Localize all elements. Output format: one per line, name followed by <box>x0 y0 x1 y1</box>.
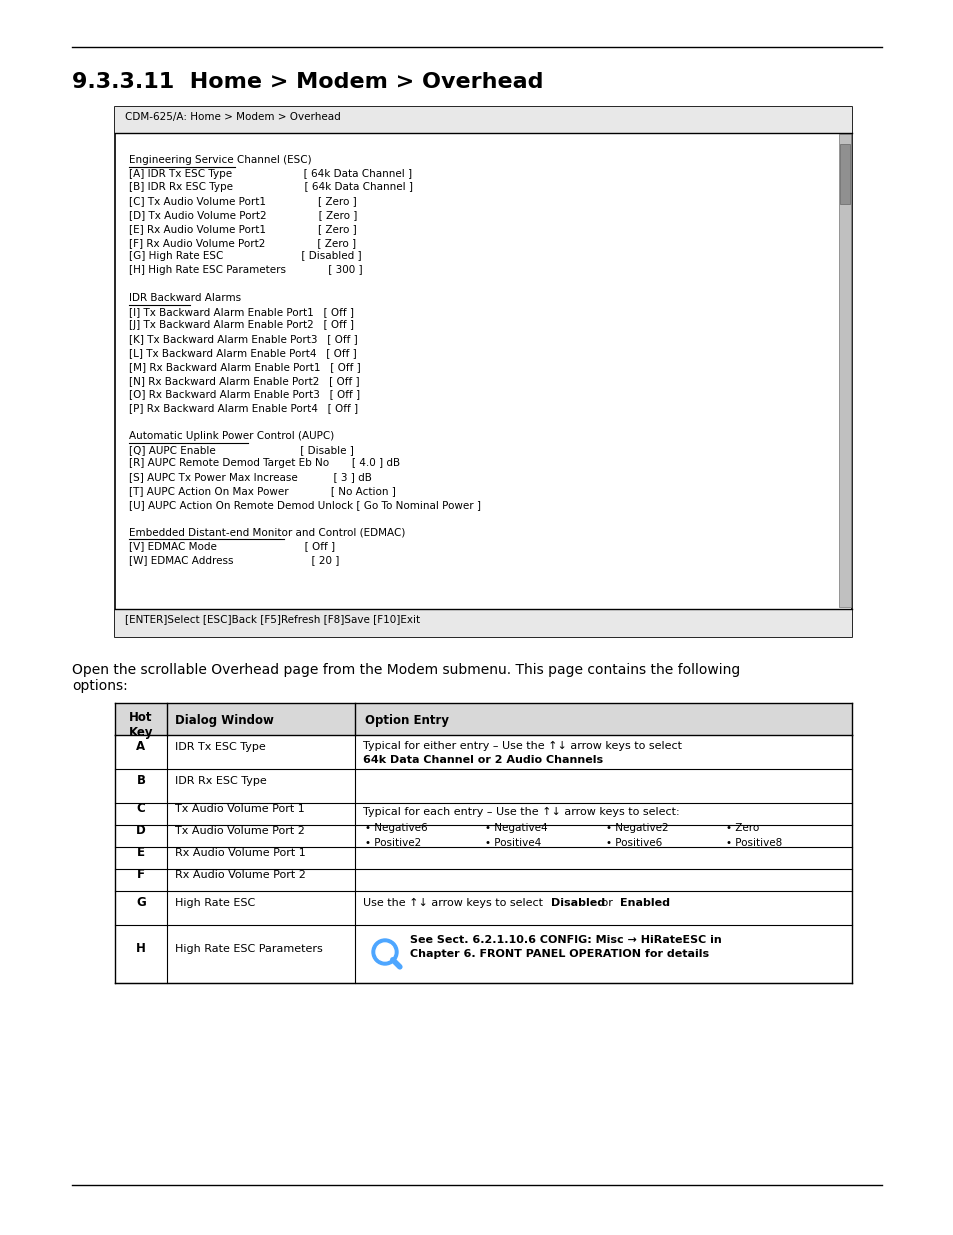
Text: Use the ↑↓ arrow keys to select: Use the ↑↓ arrow keys to select <box>363 898 546 908</box>
Text: Enabled: Enabled <box>619 898 669 908</box>
Text: Disabled: Disabled <box>551 898 604 908</box>
Text: IDR Tx ESC Type: IDR Tx ESC Type <box>174 742 266 752</box>
FancyBboxPatch shape <box>840 144 849 204</box>
Text: Typical for either entry – Use the ↑↓ arrow keys to select: Typical for either entry – Use the ↑↓ ar… <box>363 741 685 751</box>
Text: [C] Tx Audio Volume Port1                [ Zero ]: [C] Tx Audio Volume Port1 [ Zero ] <box>129 196 356 206</box>
Text: [P] Rx Backward Alarm Enable Port4   [ Off ]: [P] Rx Backward Alarm Enable Port4 [ Off… <box>129 403 357 414</box>
Text: High Rate ESC: High Rate ESC <box>174 898 255 908</box>
FancyBboxPatch shape <box>115 703 851 735</box>
Text: [O] Rx Backward Alarm Enable Port3   [ Off ]: [O] Rx Backward Alarm Enable Port3 [ Off… <box>129 389 359 399</box>
Text: Embedded Distant-end Monitor and Control (EDMAC): Embedded Distant-end Monitor and Control… <box>129 527 405 537</box>
Text: Dialog Window: Dialog Window <box>174 714 274 727</box>
Text: [A] IDR Tx ESC Type                      [ 64k Data Channel ]: [A] IDR Tx ESC Type [ 64k Data Channel ] <box>129 169 412 179</box>
Text: • Negative6: • Negative6 <box>365 823 427 832</box>
Text: Rx Audio Volume Port 2: Rx Audio Volume Port 2 <box>174 869 306 881</box>
Text: High Rate ESC Parameters: High Rate ESC Parameters <box>174 944 322 953</box>
Text: [U] AUPC Action On Remote Demod Unlock [ Go To Nominal Power ]: [U] AUPC Action On Remote Demod Unlock [… <box>129 500 480 510</box>
Text: See Sect. 6.2.1.10.6 CONFIG: Misc → HiRateESC in: See Sect. 6.2.1.10.6 CONFIG: Misc → HiRa… <box>410 935 721 945</box>
FancyBboxPatch shape <box>115 609 851 637</box>
Text: Typical for each entry – Use the ↑↓ arrow keys to select:: Typical for each entry – Use the ↑↓ arro… <box>363 806 679 818</box>
Text: [T] AUPC Action On Max Power             [ No Action ]: [T] AUPC Action On Max Power [ No Action… <box>129 487 395 496</box>
Text: [D] Tx Audio Volume Port2                [ Zero ]: [D] Tx Audio Volume Port2 [ Zero ] <box>129 210 357 220</box>
Text: D: D <box>136 825 146 837</box>
Text: Option Entry: Option Entry <box>365 714 449 727</box>
Text: [B] IDR Rx ESC Type                      [ 64k Data Channel ]: [B] IDR Rx ESC Type [ 64k Data Channel ] <box>129 183 413 193</box>
Text: • Positive4: • Positive4 <box>485 839 541 848</box>
Text: [K] Tx Backward Alarm Enable Port3   [ Off ]: [K] Tx Backward Alarm Enable Port3 [ Off… <box>129 335 357 345</box>
Text: Chapter 6. FRONT PANEL OPERATION for details: Chapter 6. FRONT PANEL OPERATION for det… <box>410 948 708 960</box>
Text: Open the scrollable Overhead page from the Modem submenu. This page contains the: Open the scrollable Overhead page from t… <box>71 663 740 677</box>
Text: IDR Rx ESC Type: IDR Rx ESC Type <box>174 776 267 785</box>
Text: 64k Data Channel or 2 Audio Channels: 64k Data Channel or 2 Audio Channels <box>363 755 602 764</box>
Text: [G] High Rate ESC                        [ Disabled ]: [G] High Rate ESC [ Disabled ] <box>129 252 361 262</box>
Text: • Positive8: • Positive8 <box>726 839 781 848</box>
Text: [R] AUPC Remote Demod Target Eb No       [ 4.0 ] dB: [R] AUPC Remote Demod Target Eb No [ 4.0… <box>129 458 399 468</box>
Text: • Negative4: • Negative4 <box>485 823 548 832</box>
Text: [L] Tx Backward Alarm Enable Port4   [ Off ]: [L] Tx Backward Alarm Enable Port4 [ Off… <box>129 348 356 358</box>
FancyBboxPatch shape <box>115 107 851 637</box>
Text: E: E <box>137 846 145 860</box>
Text: or: or <box>598 898 616 908</box>
Text: [M] Rx Backward Alarm Enable Port1   [ Off ]: [M] Rx Backward Alarm Enable Port1 [ Off… <box>129 362 360 372</box>
Text: [Q] AUPC Enable                          [ Disable ]: [Q] AUPC Enable [ Disable ] <box>129 445 354 454</box>
Text: Tx Audio Volume Port 1: Tx Audio Volume Port 1 <box>174 804 304 814</box>
Text: [J] Tx Backward Alarm Enable Port2   [ Off ]: [J] Tx Backward Alarm Enable Port2 [ Off… <box>129 320 354 331</box>
FancyBboxPatch shape <box>115 107 851 133</box>
Text: [F] Rx Audio Volume Port2                [ Zero ]: [F] Rx Audio Volume Port2 [ Zero ] <box>129 237 355 247</box>
FancyBboxPatch shape <box>838 135 850 606</box>
Text: [N] Rx Backward Alarm Enable Port2   [ Off ]: [N] Rx Backward Alarm Enable Port2 [ Off… <box>129 375 359 385</box>
Text: [S] AUPC Tx Power Max Increase           [ 3 ] dB: [S] AUPC Tx Power Max Increase [ 3 ] dB <box>129 472 372 482</box>
Text: [H] High Rate ESC Parameters             [ 300 ]: [H] High Rate ESC Parameters [ 300 ] <box>129 266 362 275</box>
Circle shape <box>375 944 394 961</box>
Text: Automatic Uplink Power Control (AUPC): Automatic Uplink Power Control (AUPC) <box>129 431 334 441</box>
Circle shape <box>372 939 397 965</box>
Text: [ENTER]Select [ESC]Back [F5]Refresh [F8]Save [F10]Exit: [ENTER]Select [ESC]Back [F5]Refresh [F8]… <box>125 614 419 624</box>
Text: C: C <box>136 803 145 815</box>
Text: F: F <box>137 868 145 882</box>
Text: • Negative2: • Negative2 <box>605 823 668 832</box>
Text: IDR Backward Alarms: IDR Backward Alarms <box>129 293 241 303</box>
Text: Hot
Key: Hot Key <box>129 711 153 739</box>
Text: G: G <box>136 897 146 909</box>
Text: CDM-625/A: Home > Modem > Overhead: CDM-625/A: Home > Modem > Overhead <box>125 112 340 122</box>
Text: [I] Tx Backward Alarm Enable Port1   [ Off ]: [I] Tx Backward Alarm Enable Port1 [ Off… <box>129 306 354 316</box>
Text: [W] EDMAC Address                        [ 20 ]: [W] EDMAC Address [ 20 ] <box>129 555 339 564</box>
Text: • Positive2: • Positive2 <box>365 839 421 848</box>
Text: Tx Audio Volume Port 2: Tx Audio Volume Port 2 <box>174 826 305 836</box>
Text: [V] EDMAC Mode                           [ Off ]: [V] EDMAC Mode [ Off ] <box>129 541 335 551</box>
Text: • Zero: • Zero <box>726 823 759 832</box>
Text: options:: options: <box>71 679 128 693</box>
Text: A: A <box>136 741 146 753</box>
Text: [E] Rx Audio Volume Port1                [ Zero ]: [E] Rx Audio Volume Port1 [ Zero ] <box>129 224 356 233</box>
Text: 9.3.3.11  Home > Modem > Overhead: 9.3.3.11 Home > Modem > Overhead <box>71 72 543 91</box>
Text: B: B <box>136 774 146 788</box>
Text: H: H <box>136 942 146 956</box>
Text: Engineering Service Channel (ESC): Engineering Service Channel (ESC) <box>129 154 312 164</box>
Text: • Positive6: • Positive6 <box>605 839 661 848</box>
Text: Rx Audio Volume Port 1: Rx Audio Volume Port 1 <box>174 848 305 858</box>
